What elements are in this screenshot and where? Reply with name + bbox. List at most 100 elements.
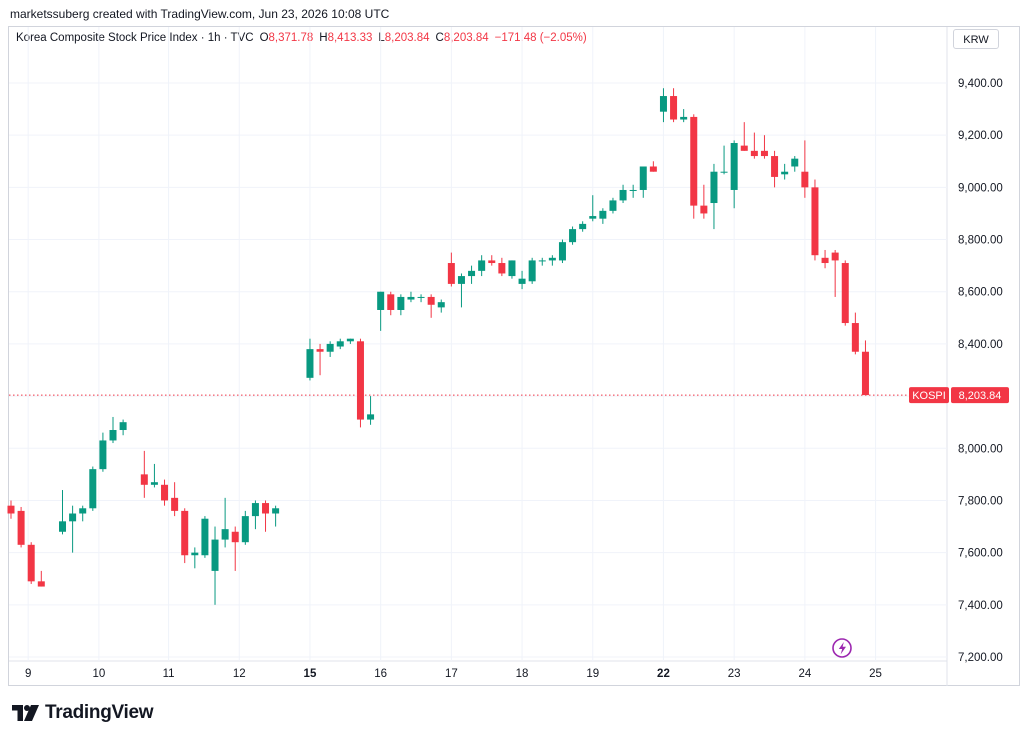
candles	[7, 88, 869, 605]
candle-body	[251, 503, 259, 517]
candle-body	[262, 503, 270, 514]
candle-body	[468, 270, 476, 277]
candle	[548, 255, 556, 266]
x-tick-label: 25	[869, 668, 882, 680]
candle	[750, 132, 758, 159]
candle-body	[150, 482, 158, 485]
lightning-bolt-icon[interactable]	[832, 638, 852, 658]
candle	[791, 156, 799, 172]
x-tick-label: 16	[374, 668, 387, 680]
candle	[99, 432, 107, 472]
candle-body	[367, 414, 375, 420]
candle-body	[387, 294, 395, 310]
candle	[579, 221, 587, 232]
candle	[119, 419, 127, 436]
candle	[150, 463, 158, 488]
candle-body	[811, 187, 819, 256]
candle-body	[670, 96, 678, 120]
last-price-label: 8,203.84	[959, 390, 1002, 402]
candle-body	[771, 156, 779, 177]
candle	[659, 88, 667, 123]
candle	[272, 505, 280, 527]
candle-body	[306, 349, 314, 378]
candle	[377, 291, 385, 331]
candle-body	[569, 229, 577, 243]
chart-frame	[8, 26, 1020, 686]
candle-body	[801, 171, 809, 188]
candle	[241, 510, 249, 545]
candle	[251, 500, 259, 530]
candle	[171, 482, 179, 517]
candle	[690, 114, 698, 219]
y-tick-label: 9,200.00	[958, 130, 1003, 142]
candle	[326, 341, 334, 357]
candle	[680, 109, 688, 123]
candle-body	[629, 189, 637, 191]
candle-body	[27, 544, 35, 582]
candle-body	[680, 116, 688, 120]
candle	[821, 249, 829, 269]
candle	[367, 396, 375, 425]
x-tick-label: 18	[516, 668, 529, 680]
candle-body	[781, 171, 789, 175]
candle	[589, 195, 597, 222]
y-tick-label: 7,800.00	[958, 495, 1003, 507]
candle-body	[326, 343, 334, 352]
candle-body	[346, 338, 354, 342]
candle	[89, 466, 97, 511]
candle	[710, 163, 718, 230]
candle-body	[7, 505, 15, 514]
candle	[221, 497, 229, 548]
x-tick-label: 22	[657, 668, 670, 680]
candle	[417, 294, 425, 303]
symbol-tag	[909, 387, 949, 404]
x-tick-label: 19	[586, 668, 599, 680]
candle-body	[241, 516, 249, 543]
brand-name: TradingView	[45, 702, 154, 723]
tradingview-logo[interactable]: TradingView	[12, 702, 154, 724]
last-price-marker: KOSPI 8,203.84	[9, 387, 1009, 404]
candle	[498, 257, 506, 277]
candle	[161, 479, 169, 506]
candle-body	[417, 296, 425, 298]
candle-body	[221, 529, 229, 540]
legend-change: −171.48 (−2.05%)	[494, 32, 587, 44]
candle	[609, 197, 617, 214]
legend-high-label: H	[319, 32, 328, 44]
legend-close-value: 8,203.84	[443, 32, 489, 44]
currency-button[interactable]: KRW	[953, 29, 999, 49]
last-price-badge	[951, 387, 1009, 404]
candle-body	[831, 252, 839, 261]
candle	[468, 265, 476, 284]
candle-body	[397, 296, 405, 310]
candle	[306, 338, 314, 381]
candle	[851, 312, 859, 355]
candle	[69, 505, 77, 553]
candle-body	[161, 484, 169, 501]
candle	[447, 252, 455, 287]
candle	[558, 239, 566, 264]
candle	[730, 140, 738, 209]
y-tick-label: 9,000.00	[958, 182, 1003, 194]
candle-body	[457, 276, 465, 284]
candle-body	[498, 263, 506, 274]
x-axis: 9 10 11 12 15 16 17 18 19 22 23 24 25	[25, 668, 882, 680]
candle	[771, 150, 779, 188]
candle	[720, 145, 728, 175]
candle	[387, 291, 395, 316]
y-tick-label: 7,200.00	[958, 652, 1003, 664]
candle-body	[589, 216, 597, 219]
candle	[109, 416, 117, 444]
candle	[37, 570, 45, 587]
candle	[59, 490, 67, 535]
candle-body	[272, 508, 280, 514]
candle	[181, 508, 189, 564]
candle-body	[119, 422, 127, 431]
candle-body	[639, 166, 647, 190]
candle-body	[37, 581, 45, 587]
candle	[639, 166, 647, 198]
candle	[346, 338, 354, 344]
legend-symbol: Korea Composite Stock Price Index · 1h ·…	[16, 32, 254, 44]
candle	[649, 161, 657, 172]
